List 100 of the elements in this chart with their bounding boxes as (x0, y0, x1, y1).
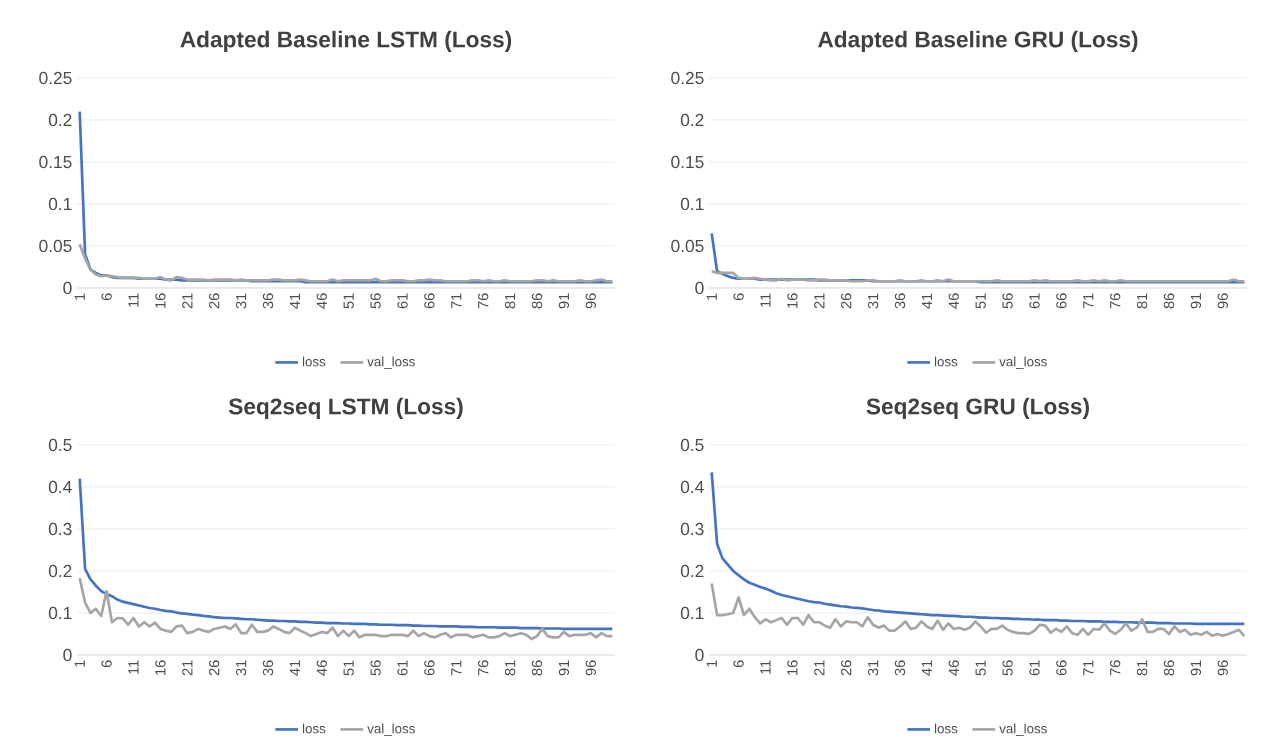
x-tick-label: 51 (343, 293, 354, 309)
x-tick-label: 21 (182, 660, 193, 676)
x-tick-label: 96 (1217, 293, 1228, 309)
x-tick-label: 41 (289, 660, 300, 676)
y-tick-label: 0.2 (680, 113, 704, 127)
legend-label: val_loss (367, 723, 415, 736)
y-tick-label: 0.2 (680, 564, 704, 578)
x-tick-label: 96 (1217, 660, 1228, 676)
x-tick-label: 36 (894, 293, 906, 309)
y-tick-label: 0.1 (48, 197, 72, 211)
x-tick-label: 61 (397, 293, 408, 309)
x-tick-label: 46 (316, 293, 327, 309)
x-tick-label: 26 (841, 660, 852, 676)
x-tick-label: 46 (316, 660, 327, 676)
x-tick-label: 41 (289, 293, 300, 309)
x-tick-label: 16 (155, 660, 166, 675)
x-tick-label: 81 (504, 660, 516, 676)
line-series (710, 582, 1246, 638)
x-tick-label: 96 (585, 660, 596, 676)
x-tick-label: 66 (424, 660, 435, 676)
y-tick-label: 0.25 (39, 71, 72, 85)
x-tick-label: 81 (1136, 660, 1148, 676)
x-tick-label: 31 (235, 293, 247, 309)
x-tick-label: 51 (975, 660, 986, 676)
y-tick-label: 0.05 (39, 239, 72, 253)
y-tick-label: 0.1 (48, 606, 72, 620)
x-tick-label: 76 (1110, 293, 1121, 309)
x-tick-label: 76 (478, 660, 489, 676)
y-tick-label: 0.15 (671, 155, 704, 169)
x-tick-label: 81 (504, 293, 516, 309)
x-tick-label: 11 (128, 660, 139, 674)
y-tick-label: 0.2 (48, 564, 72, 578)
y-tick-label: 0 (63, 648, 72, 662)
x-tick-label: 31 (867, 660, 879, 676)
legend-label: val_loss (999, 356, 1047, 369)
x-tick-label: 56 (370, 293, 381, 309)
legend-label: loss (302, 356, 326, 367)
x-tick-label: 1 (706, 293, 717, 300)
x-tick-label: 91 (558, 660, 570, 676)
x-tick-label: 86 (1163, 660, 1175, 676)
y-tick-label: 0 (695, 648, 704, 662)
x-tick-label: 11 (760, 660, 771, 674)
legend-label: loss (934, 356, 958, 367)
x-tick-label: 61 (1029, 293, 1040, 309)
x-tick-label: 1 (74, 660, 85, 667)
x-tick-label: 36 (262, 660, 274, 676)
y-tick-label: 0 (63, 281, 72, 295)
y-tick-label: 0.05 (671, 239, 704, 253)
x-tick-label: 51 (975, 293, 986, 309)
x-tick-label: 91 (558, 293, 570, 309)
x-tick-label: 51 (343, 660, 354, 676)
x-tick-label: 86 (1163, 293, 1175, 309)
x-tick-label: 86 (531, 293, 543, 309)
x-tick-label: 6 (733, 660, 744, 668)
y-tick-label: 0.1 (680, 606, 704, 620)
x-tick-label: 6 (733, 293, 744, 301)
y-tick-label: 0.3 (680, 522, 704, 536)
x-tick-label: 36 (894, 660, 906, 676)
x-tick-label: 26 (209, 660, 220, 676)
x-tick-label: 66 (1056, 660, 1067, 676)
y-tick-label: 0.4 (48, 480, 72, 494)
x-tick-label: 26 (841, 293, 852, 309)
x-tick-label: 56 (1002, 660, 1013, 676)
x-tick-label: 41 (921, 660, 932, 676)
x-tick-label: 36 (262, 293, 274, 309)
x-tick-label: 41 (921, 293, 932, 309)
x-tick-label: 91 (1190, 293, 1202, 309)
chart-title: Adapted Baseline LSTM (Loss) (180, 30, 512, 52)
legend-label: val_loss (999, 723, 1047, 736)
x-tick-label: 71 (451, 660, 462, 676)
x-tick-label: 26 (209, 293, 220, 309)
x-tick-label: 21 (182, 293, 193, 309)
y-tick-label: 0.2 (48, 113, 72, 127)
x-tick-label: 16 (787, 660, 798, 675)
x-tick-label: 46 (948, 293, 959, 309)
chart-title: Seq2seq LSTM (Loss) (228, 397, 463, 419)
x-tick-label: 71 (1083, 660, 1094, 676)
chart-title: Adapted Baseline GRU (Loss) (817, 30, 1138, 52)
x-tick-label: 66 (424, 293, 435, 309)
x-tick-label: 31 (867, 293, 879, 309)
x-tick-label: 71 (1083, 293, 1094, 309)
x-tick-label: 81 (1136, 293, 1148, 309)
x-tick-label: 11 (760, 293, 771, 307)
x-tick-label: 86 (531, 660, 543, 676)
x-tick-label: 16 (787, 293, 798, 308)
legend-label: loss (302, 723, 326, 734)
y-tick-label: 0 (695, 281, 704, 295)
x-tick-label: 1 (706, 660, 717, 667)
y-tick-label: 0.1 (680, 197, 704, 211)
y-tick-label: 0.4 (680, 480, 704, 494)
x-tick-label: 1 (74, 293, 85, 300)
x-tick-label: 6 (101, 660, 112, 668)
x-tick-label: 46 (948, 660, 959, 676)
x-tick-label: 91 (1190, 660, 1202, 676)
x-tick-label: 21 (814, 660, 825, 676)
y-tick-label: 0.15 (39, 155, 72, 169)
legend-label: loss (934, 723, 958, 734)
y-tick-label: 0.3 (48, 522, 72, 536)
x-tick-label: 31 (235, 660, 247, 676)
x-tick-label: 96 (585, 293, 596, 309)
